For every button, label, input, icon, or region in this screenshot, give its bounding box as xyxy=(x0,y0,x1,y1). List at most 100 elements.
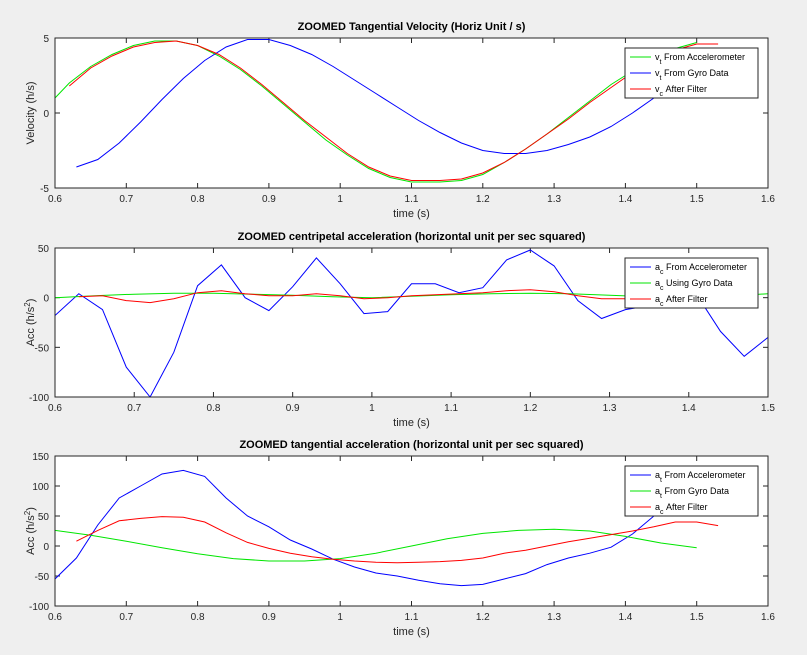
y-axis-label: Velocity (h/s) xyxy=(25,82,37,145)
x-tick-label: 1.5 xyxy=(690,612,704,623)
y-tick-label: 50 xyxy=(38,512,50,523)
x-tick-label: 0.7 xyxy=(127,403,141,414)
x-tick-label: 1.1 xyxy=(444,403,458,414)
legend-entry-text: From Accelerometer xyxy=(661,52,745,62)
x-tick-label: 1.3 xyxy=(603,403,617,414)
y-tick-label: 0 xyxy=(43,109,49,120)
legend-entry-subscript: c xyxy=(660,285,664,292)
x-tick-label: 1.4 xyxy=(682,403,696,414)
x-tick-label: 0.6 xyxy=(48,403,62,414)
chart-2: ZOOMED centripetal acceleration (horizon… xyxy=(23,231,776,429)
legend-box xyxy=(624,465,759,517)
y-tick-label: -100 xyxy=(29,602,49,613)
y-axis-label: Acc (h/s2) xyxy=(23,299,38,347)
y-axis-label-text: Velocity (h/s) xyxy=(25,82,37,145)
y-tick-label: 100 xyxy=(32,482,49,493)
legend-entry-subscript: c xyxy=(660,509,664,516)
legend-entry-name: a xyxy=(655,486,660,496)
chart-title: ZOOMED centripetal acceleration (horizon… xyxy=(238,231,586,243)
legend-entry: at From Accelerometer xyxy=(655,470,746,484)
series-line-1 xyxy=(55,469,697,587)
legend-entry-text: After Filter xyxy=(664,502,708,512)
y-axis-label-text: Acc (h/s xyxy=(25,306,37,346)
x-tick-label: 1.4 xyxy=(618,612,632,623)
legend-entry-text: After Filter xyxy=(663,84,707,94)
legend-entry-subscript: c xyxy=(660,301,664,308)
y-tick-label: 50 xyxy=(38,244,50,255)
legend-entry-name: v xyxy=(655,84,660,94)
y-axis-label-text: Acc (h/s xyxy=(25,515,37,555)
x-tick-label: 1.5 xyxy=(690,194,704,205)
legend-entry-name: v xyxy=(655,68,660,78)
x-tick-label: 0.9 xyxy=(262,612,276,623)
x-tick-label: 1.6 xyxy=(761,194,775,205)
legend-entry: vt From Accelerometer xyxy=(655,52,745,66)
chart-title: ZOOMED Tangential Velocity (Horiz Unit /… xyxy=(298,21,526,33)
y-tick-label: -50 xyxy=(35,343,50,354)
legend-entry-subscript: t xyxy=(660,59,662,66)
legend-entry-subscript: t xyxy=(660,477,662,484)
axes-box xyxy=(54,247,769,398)
y-tick-label: 0 xyxy=(43,294,49,305)
legend-entry-text: From Gyro Data xyxy=(662,486,729,496)
x-tick-label: 1.3 xyxy=(547,194,561,205)
legend-entry: ac After Filter xyxy=(655,502,708,516)
legend-entry: at From Gyro Data xyxy=(655,486,729,500)
x-tick-label: 0.7 xyxy=(119,612,133,623)
legend-entry-subscript: c xyxy=(660,269,664,276)
x-tick-label: 1.6 xyxy=(761,612,775,623)
chart-title: ZOOMED tangential acceleration (horizont… xyxy=(239,439,583,451)
x-tick-label: 1 xyxy=(337,194,343,205)
x-tick-label: 0.6 xyxy=(48,612,62,623)
x-tick-label: 0.9 xyxy=(286,403,300,414)
y-axis-label: Acc (h/s2) xyxy=(23,507,38,555)
series-line-2 xyxy=(76,39,698,168)
legend-entry-subscript: t xyxy=(660,493,662,500)
x-axis-label: time (s) xyxy=(393,417,430,429)
x-tick-label: 1.5 xyxy=(761,403,775,414)
legend-entry-text: From Accelerometer xyxy=(664,262,748,272)
series-line-1 xyxy=(55,40,697,183)
x-tick-label: 1.1 xyxy=(405,194,419,205)
series-line-3 xyxy=(68,40,719,181)
x-tick-label: 0.8 xyxy=(206,403,220,414)
y-tick-label: -5 xyxy=(40,184,49,195)
x-tick-label: 0.6 xyxy=(48,194,62,205)
x-axis-label: time (s) xyxy=(393,626,430,638)
x-tick-label: 1.2 xyxy=(476,612,490,623)
legend-entry-name: a xyxy=(655,262,660,272)
y-axis-label-end: ) xyxy=(25,299,37,303)
legend-entry-name: a xyxy=(655,278,660,288)
x-tick-label: 1.2 xyxy=(476,194,490,205)
charts: ZOOMED Tangential Velocity (Horiz Unit /… xyxy=(23,21,776,638)
x-axis-label: time (s) xyxy=(393,208,430,220)
series-line-3 xyxy=(76,516,719,564)
legend-entry: ac Using Gyro Data xyxy=(655,278,733,292)
chart-1: ZOOMED Tangential Velocity (Horiz Unit /… xyxy=(25,21,775,220)
series-line-2 xyxy=(55,528,697,562)
x-tick-label: 0.7 xyxy=(119,194,133,205)
legend-entry: ac After Filter xyxy=(655,294,708,308)
y-tick-label: 0 xyxy=(43,542,49,553)
legend-entry: vt From Gyro Data xyxy=(655,68,728,82)
y-tick-label: 5 xyxy=(43,34,49,45)
y-axis-label-end: ) xyxy=(25,507,37,511)
legend-entry-name: a xyxy=(655,294,660,304)
x-tick-label: 1 xyxy=(369,403,375,414)
x-tick-label: 0.9 xyxy=(262,194,276,205)
x-tick-label: 1 xyxy=(337,612,343,623)
x-tick-label: 0.8 xyxy=(191,612,205,623)
legend-entry-text: From Accelerometer xyxy=(662,470,746,480)
y-tick-label: -50 xyxy=(35,572,50,583)
legend-entry-subscript: t xyxy=(660,75,662,82)
legend-entry-name: a xyxy=(655,502,660,512)
x-tick-label: 1.1 xyxy=(405,612,419,623)
series-group xyxy=(55,469,719,587)
legend-entry: ac From Accelerometer xyxy=(655,262,747,276)
y-axis-label-superscript: 2 xyxy=(23,510,32,515)
axes-box xyxy=(54,455,769,607)
series-group xyxy=(55,39,719,183)
